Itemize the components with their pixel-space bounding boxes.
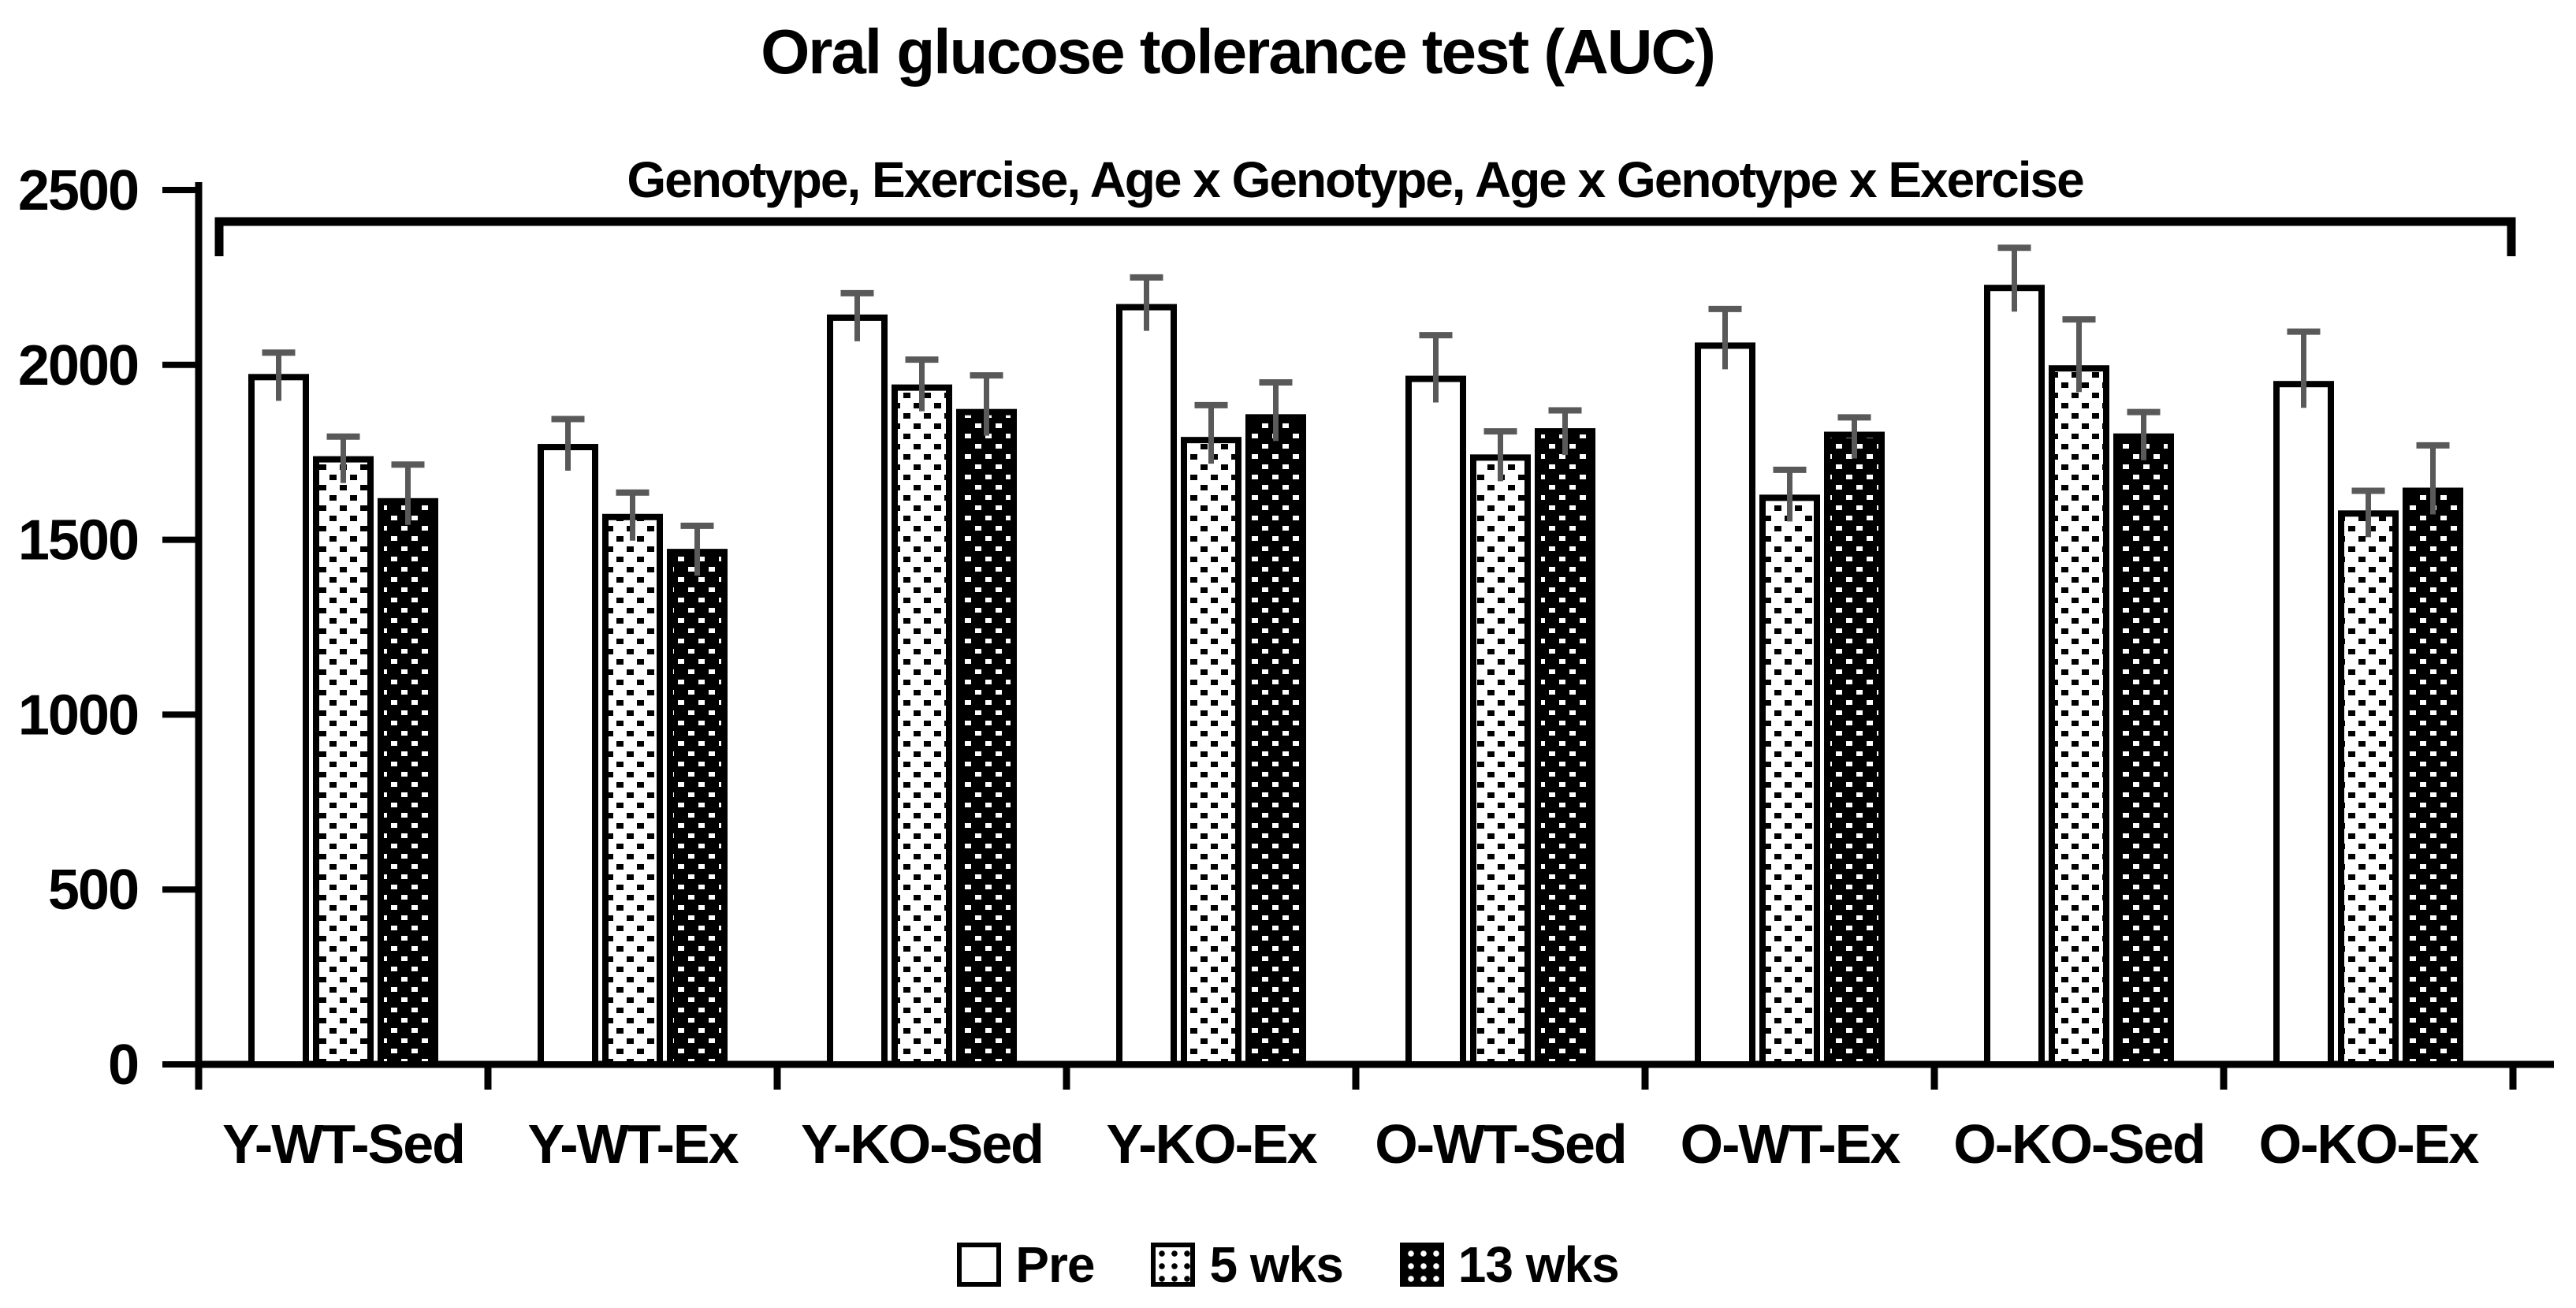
bar-y-wt-sed-5-wks <box>313 456 374 1068</box>
legend-item-5wks: 5 wks <box>1151 1235 1344 1294</box>
bar-o-wt-sed-5-wks <box>1470 454 1531 1068</box>
legend-swatch-pre <box>957 1243 1002 1287</box>
y-tick-label: 2000 <box>18 334 138 397</box>
legend-item-pre: Pre <box>957 1235 1095 1294</box>
bar-y-ko-sed-5-wks <box>892 384 952 1068</box>
bar-y-wt-ex-5-wks <box>602 513 663 1068</box>
bar-y-wt-ex-pre <box>538 444 598 1068</box>
x-category-label-y-ko-ex: Y-KO-Ex <box>1106 1113 1317 1175</box>
x-category-label-y-ko-sed: Y-KO-Sed <box>801 1113 1043 1175</box>
x-category-label-o-wt-sed: O-WT-Sed <box>1375 1113 1625 1175</box>
bar-o-ko-ex-13-wks <box>2403 487 2463 1068</box>
bar-o-ko-ex-pre <box>2273 381 2334 1068</box>
bar-o-wt-sed-pre <box>1405 375 1466 1068</box>
x-category-label-o-wt-ex: O-WT-Ex <box>1681 1113 1901 1175</box>
x-category-label-o-ko-ex: O-KO-Ex <box>2259 1113 2480 1175</box>
legend-label-pre: Pre <box>1015 1236 1095 1293</box>
y-tick-label: 0 <box>108 1034 138 1097</box>
bar-y-ko-ex-pre <box>1116 304 1177 1068</box>
bar-y-ko-ex-13-wks <box>1245 414 1306 1068</box>
bar-o-wt-sed-13-wks <box>1535 428 1595 1068</box>
significance-bracket <box>214 217 2516 256</box>
legend-item-13wks: 13 wks <box>1399 1235 1620 1294</box>
y-tick-label: 2500 <box>18 159 138 222</box>
bar-y-wt-ex-13-wks <box>667 549 728 1068</box>
bar-y-ko-sed-13-wks <box>956 408 1017 1068</box>
bar-y-ko-ex-5-wks <box>1181 437 1241 1068</box>
legend-swatch-13wks <box>1399 1243 1444 1287</box>
bar-o-ko-sed-13-wks <box>2113 433 2174 1068</box>
legend-swatch-5wks <box>1151 1243 1196 1287</box>
bar-o-wt-ex-5-wks <box>1759 494 1820 1068</box>
bar-o-ko-sed-pre <box>1984 285 2045 1068</box>
chart-title: Oral glucose tolerance test (AUC) <box>761 17 1716 87</box>
bar-o-wt-ex-13-wks <box>1824 431 1885 1068</box>
bar-o-wt-ex-pre <box>1695 342 1755 1068</box>
x-category-label-o-ko-sed: O-KO-Sed <box>1953 1113 2204 1175</box>
legend: Pre 5 wks 13 wks <box>0 1235 2576 1294</box>
legend-label-5wks: 5 wks <box>1209 1236 1343 1293</box>
x-category-label-y-wt-ex: Y-WT-Ex <box>527 1113 739 1175</box>
y-tick-label: 500 <box>48 859 138 922</box>
bracket-annotation: Genotype, Exercise, Age x Genotype, Age … <box>627 151 2084 208</box>
bar-o-ko-ex-5-wks <box>2338 510 2399 1068</box>
bar-o-ko-sed-5-wks <box>2049 365 2109 1068</box>
bar-y-ko-sed-pre <box>827 314 888 1068</box>
bar-y-wt-sed-pre <box>248 374 309 1068</box>
legend-label-13wks: 13 wks <box>1457 1236 1620 1293</box>
bar-y-wt-sed-13-wks <box>378 497 438 1068</box>
x-category-label-y-wt-sed: Y-WT-Sed <box>222 1113 464 1175</box>
y-tick-label: 1500 <box>18 509 138 572</box>
y-tick-label: 1000 <box>18 684 138 747</box>
